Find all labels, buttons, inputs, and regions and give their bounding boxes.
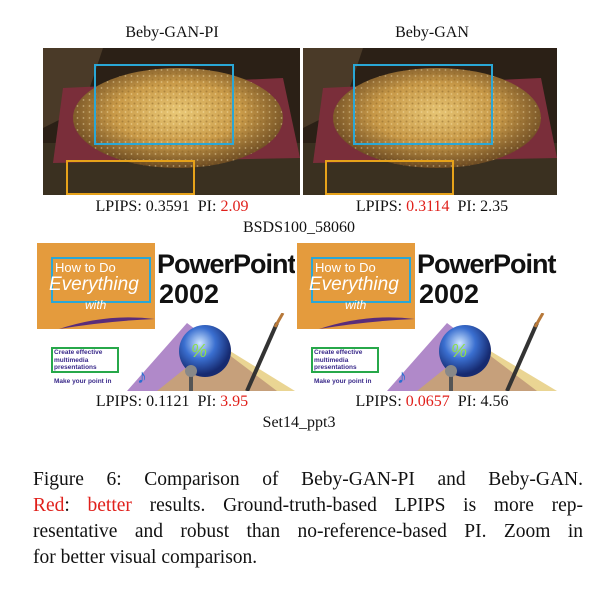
pi-value: 2.35 xyxy=(480,198,509,215)
pi-label: PI: xyxy=(197,393,221,410)
lpips-value: 0.3591 xyxy=(145,198,190,215)
caption-line-4: for better visual comparison. xyxy=(33,547,258,568)
cover-swoosh xyxy=(319,317,415,329)
metrics-row2-left: LPIPS: 0.1121 PI: 3.95 xyxy=(37,393,307,411)
grain-image-beby-gan xyxy=(303,48,557,195)
lpips-value: 0.1121 xyxy=(146,393,190,410)
cover-bullet-1: Create effective multimedia presentation… xyxy=(54,349,103,371)
book-image-beby-gan-pi: How to Do Everything with PowerPoint 200… xyxy=(37,243,295,391)
caption-red-word: Red xyxy=(33,495,65,516)
zoom-box-green xyxy=(51,347,119,373)
pi-label: PI: xyxy=(457,198,481,215)
column-title-beby-gan: Beby-GAN xyxy=(395,24,469,41)
cover-with-text: with xyxy=(345,298,367,312)
caption-better-word: better xyxy=(87,495,132,516)
zoom-box-blue xyxy=(311,257,411,303)
svg-text:♪: ♪ xyxy=(137,366,147,388)
svg-text:♪: ♪ xyxy=(397,366,407,388)
zoom-box-blue xyxy=(353,64,493,145)
lpips-label: LPIPS: xyxy=(95,393,147,410)
set-label-row2: Set14_ppt3 xyxy=(262,414,336,431)
figure-caption: Figure 6: Comparison of Beby-GAN-PI and … xyxy=(33,467,583,571)
zoom-box-orange xyxy=(325,160,454,195)
cover-version: 2002 xyxy=(159,279,220,309)
zoom-box-orange xyxy=(66,160,195,195)
cover-swoosh xyxy=(59,317,155,329)
lpips-value: 0.0657 xyxy=(405,393,450,410)
book-image-beby-gan: How to Do Everything with PowerPoint 200… xyxy=(297,243,557,391)
set-label-row1: BSDS100_58060 xyxy=(242,219,356,236)
cover-everything-text: Everything xyxy=(49,274,139,295)
cover-bullet-1: Create effective multimedia presentation… xyxy=(314,349,363,371)
caption-line-2: Red: better results. Ground-truth-based … xyxy=(33,495,584,516)
metrics-row2-right: LPIPS: 0.0657 PI: 4.56 xyxy=(297,393,567,411)
grain-image-beby-gan-pi xyxy=(43,48,300,195)
lpips-value: 0.3114 xyxy=(406,198,450,215)
pi-value: 3.95 xyxy=(220,393,249,410)
metrics-row1-right: LPIPS: 0.3114 PI: 2.35 xyxy=(297,198,567,216)
caption-line-3: resentative and robust than no-reference… xyxy=(33,521,583,542)
cover-title: PowerPoint xyxy=(417,249,557,279)
cover-version: 2002 xyxy=(419,279,480,309)
cover-howto-text: How to Do xyxy=(55,260,116,275)
metrics-row1-left: LPIPS: 0.3591 PI: 2.09 xyxy=(37,198,307,216)
cover-bullet-2: Make your point in xyxy=(314,378,372,385)
cover-title: PowerPoint xyxy=(157,249,295,279)
lpips-label: LPIPS: xyxy=(355,198,407,215)
pi-label: PI: xyxy=(197,198,221,215)
cover-bullet-2: Make your point in xyxy=(54,378,112,385)
cover-everything-text: Everything xyxy=(309,274,399,295)
cover-art: % ♪ xyxy=(127,313,295,391)
cover-with-text: with xyxy=(85,298,107,312)
pi-value: 2.09 xyxy=(220,198,249,215)
caption-line-1: Figure 6: Comparison of Beby-GAN-PI and … xyxy=(33,469,583,490)
pi-label: PI: xyxy=(457,393,481,410)
svg-text:%: % xyxy=(191,341,207,361)
column-title-beby-gan-pi: Beby-GAN-PI xyxy=(125,24,219,41)
cover-art: % ♪ xyxy=(387,313,557,391)
zoom-box-blue xyxy=(51,257,151,303)
zoom-box-blue xyxy=(94,64,234,145)
zoom-box-green xyxy=(311,347,379,373)
pi-value: 4.56 xyxy=(480,393,509,410)
cover-howto-text: How to Do xyxy=(315,260,376,275)
lpips-label: LPIPS: xyxy=(355,393,406,410)
svg-text:%: % xyxy=(451,341,467,361)
lpips-label: LPIPS: xyxy=(95,198,146,215)
